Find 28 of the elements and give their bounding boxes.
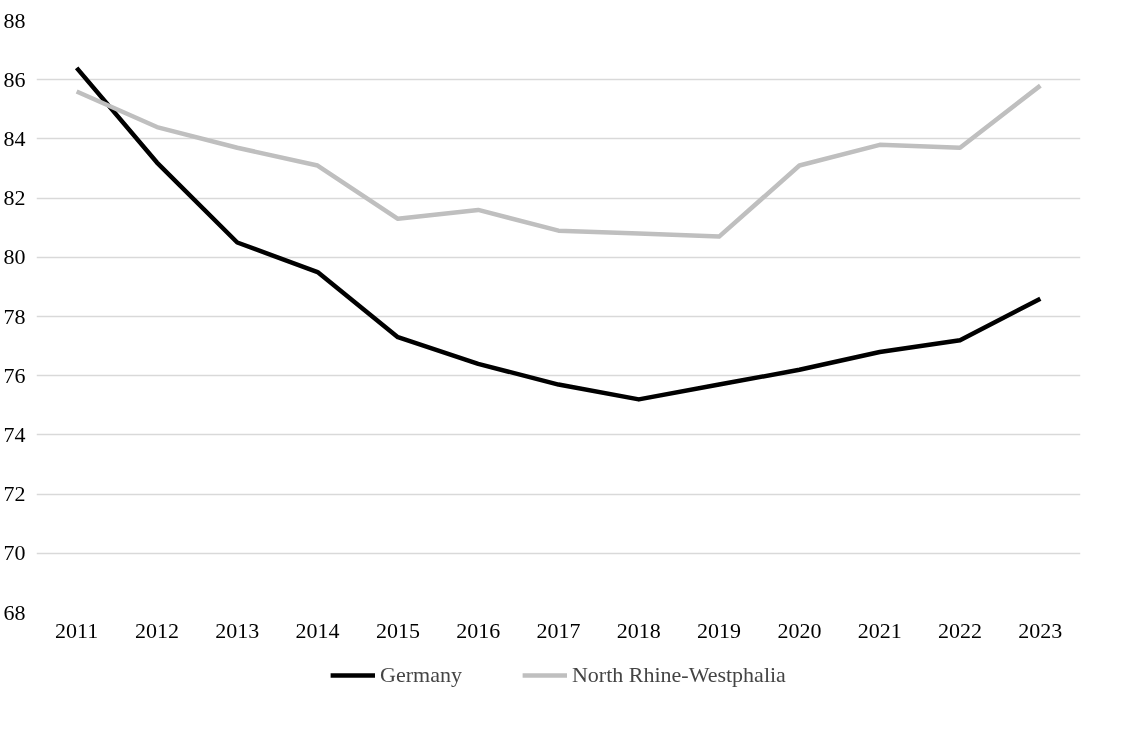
x-tick-label: 2021 xyxy=(857,617,902,643)
x-tick-label: 2023 xyxy=(1018,617,1063,643)
y-tick-label: 70 xyxy=(3,540,26,566)
x-tick-label: 2012 xyxy=(134,617,179,643)
y-tick-label: 86 xyxy=(3,66,26,92)
x-tick-label: 2018 xyxy=(616,617,661,643)
y-tick-label: 88 xyxy=(3,7,26,33)
y-tick-label: 84 xyxy=(3,125,26,151)
y-tick-label: 78 xyxy=(3,303,26,329)
y-tick-label: 82 xyxy=(3,185,26,211)
x-tick-label: 2013 xyxy=(215,617,260,643)
x-tick-label: 2014 xyxy=(295,617,340,643)
x-tick-label: 2020 xyxy=(777,617,822,643)
line-series xyxy=(74,83,1043,239)
x-tick-label: 2011 xyxy=(55,617,99,643)
y-tick-label: 76 xyxy=(3,362,26,388)
y-tick-label: 72 xyxy=(3,481,26,507)
y-tick-label: 74 xyxy=(3,421,26,447)
x-tick-label: 2022 xyxy=(938,617,983,643)
x-tick-label: 2017 xyxy=(536,617,581,643)
legend-label: Germany xyxy=(380,662,462,688)
x-tick-label: 2016 xyxy=(456,617,501,643)
x-tick-label: 2015 xyxy=(375,617,420,643)
line-series xyxy=(74,65,1043,402)
x-tick-label: 2019 xyxy=(697,617,742,643)
legend-label: North Rhine-Westphalia xyxy=(571,662,786,688)
y-tick-label: 80 xyxy=(3,244,26,270)
y-tick-label: 68 xyxy=(3,599,26,625)
